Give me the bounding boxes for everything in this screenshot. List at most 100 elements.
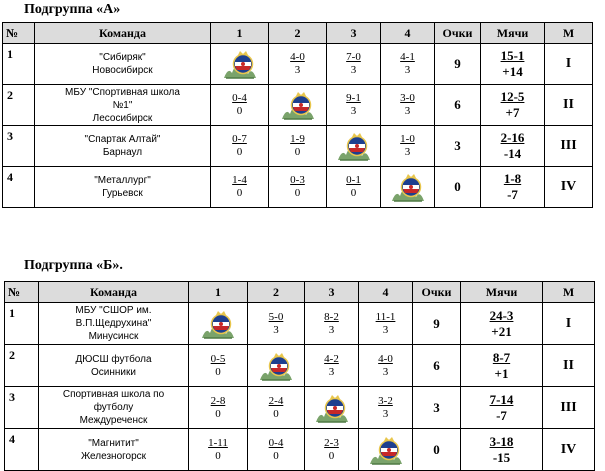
team-name-line: Лесосибирск	[92, 112, 153, 124]
match-result-cell: 2-8 0	[188, 386, 248, 429]
goals-cell: 3-18 -15	[460, 428, 543, 471]
match-score: 0-4	[232, 92, 247, 104]
goal-difference: -7	[496, 407, 507, 423]
team-name: ДЮСШ футбола Осинники	[38, 344, 189, 387]
team-name-line: "Металлург"	[94, 175, 151, 186]
goals-cell: 24-3 +21	[460, 302, 543, 345]
team-name-line: ДЮСШ футбола	[75, 353, 152, 365]
total-points: 9	[434, 43, 481, 85]
match-points: 3	[404, 64, 411, 76]
team-emblem-icon	[337, 133, 370, 161]
team-name-line: В.П.Щедрухина"	[75, 318, 152, 329]
match-points: 0	[294, 146, 301, 158]
team-name: "Магнитит" Железногорск	[38, 428, 189, 471]
self-match-cell	[247, 344, 305, 387]
final-place: I	[542, 302, 595, 345]
table-row: 3 Спортивная школа по футболу Междуреченск 2…	[4, 386, 595, 429]
match-points: 0	[236, 146, 243, 158]
match-score: 0-4	[268, 436, 284, 449]
match-result-cell: 5-0 3	[247, 302, 305, 345]
goals-scored-conceded: 2-16	[500, 130, 525, 145]
team-name-line: №1"	[112, 99, 133, 111]
team-name: "Спартак Алтай" Барнаул	[34, 125, 211, 167]
match-score: 1-11	[208, 436, 228, 449]
match-score: 9-1	[346, 92, 361, 104]
match-points: 3	[382, 407, 389, 420]
goals-scored-conceded: 8-7	[492, 349, 511, 365]
match-score: 2-3	[324, 436, 339, 449]
team-name: МБУ "Спортивная школа №1" Лесосибирск	[34, 84, 211, 126]
goals-scored-conceded: 7-14	[489, 391, 514, 407]
group-b-header-col-4: 4	[358, 281, 413, 303]
goals-cell: 15-1 +14	[480, 43, 545, 85]
total-points: 0	[434, 166, 481, 208]
final-place: II	[542, 344, 595, 387]
goal-difference: +21	[491, 323, 512, 339]
team-name-line: МБУ "Спортивная школа	[65, 86, 180, 98]
group-a-header-col-1: 1	[210, 22, 269, 44]
group-b-header-col-points: Очки	[412, 281, 461, 303]
self-match-cell	[210, 43, 269, 85]
self-match-cell	[358, 428, 413, 471]
final-place: IV	[544, 166, 593, 208]
match-result-cell: 0-5 0	[188, 344, 248, 387]
group-a-header-col-2: 2	[268, 22, 327, 44]
total-points: 6	[434, 84, 481, 126]
total-points: 3	[412, 386, 461, 429]
row-number: 3	[4, 386, 39, 429]
match-result-cell: 0-3 0	[268, 166, 327, 208]
match-points: 0	[215, 407, 221, 420]
table-row: 4 "Магнитит" Железногорск 1-11 0 0-4 0 2-3 0 0 3-1…	[4, 428, 595, 471]
match-points: 0	[294, 187, 301, 199]
team-emblem-icon	[202, 310, 234, 339]
match-score: 5-0	[268, 310, 284, 323]
match-points: 3	[404, 146, 411, 158]
team-name: МБУ "СШОР им. В.П.Щедрухина" Минусинск	[38, 302, 189, 345]
team-name-line: Гурьевск	[102, 188, 143, 199]
group-a-header-col-3: 3	[326, 22, 381, 44]
group-b-header-row: № Команда 1 2 3 4 Очки Мячи М	[4, 281, 595, 303]
match-score: 1-9	[290, 133, 305, 145]
group-b-header-col-goals: Мячи	[460, 281, 543, 303]
goals-scored-conceded: 15-1	[500, 48, 525, 63]
team-name-line: Барнаул	[102, 147, 143, 158]
match-result-cell: 11-1 3	[358, 302, 413, 345]
group-b-header-col-team: Команда	[38, 281, 189, 303]
match-points: 3	[294, 64, 301, 76]
row-number: 1	[4, 302, 39, 345]
final-place: I	[544, 43, 593, 85]
row-number: 2	[2, 84, 35, 126]
total-points: 0	[412, 428, 461, 471]
team-name-line: "Магнитит"	[88, 437, 139, 449]
match-result-cell: 9-1 3	[326, 84, 381, 126]
goals-scored-conceded: 3-18	[489, 433, 514, 449]
team-name-line: "Спартак Алтай"	[84, 134, 161, 145]
match-score: 11-1	[375, 310, 396, 323]
table-row: 1 "Сибиряк" Новосибирск 4-0 3 7-0 3 4-1 3 9 15-1 +1…	[2, 43, 593, 85]
team-emblem-icon	[315, 394, 348, 423]
team-name-line: Спортивная школа по	[62, 389, 165, 400]
match-result-cell: 1-4 0	[210, 166, 269, 208]
match-points: 0	[328, 449, 335, 462]
team-name: "Металлург" Гурьевск	[34, 166, 211, 208]
group-b-header-col-number: №	[4, 281, 39, 303]
match-result-cell: 1-9 0	[268, 125, 327, 167]
match-score: 8-2	[324, 310, 339, 323]
match-result-cell: 0-7 0	[210, 125, 269, 167]
row-number: 4	[4, 428, 39, 471]
goal-difference: +14	[502, 64, 523, 79]
row-number: 1	[2, 43, 35, 85]
match-points: 3	[404, 105, 411, 117]
match-score: 0-1	[346, 174, 361, 186]
match-result-cell: 2-3 0	[304, 428, 359, 471]
match-score: 0-7	[232, 133, 247, 145]
table-row: 1 МБУ "СШОР им. В.П.Щедрухина" Минусинск 5-0…	[4, 302, 595, 345]
group-b-header-col-1: 1	[188, 281, 248, 303]
group-a-header-col-number: №	[2, 22, 35, 44]
match-score: 1-4	[232, 174, 247, 186]
table-row: 4 "Металлург" Гурьевск 1-4 0 0-3 0 0-1 0 0 1-8 -7 IV	[2, 166, 593, 208]
match-points: 3	[273, 323, 279, 336]
goals-cell: 8-7 +1	[460, 344, 543, 387]
team-emblem-icon	[369, 436, 402, 465]
goal-difference: -7	[507, 187, 518, 202]
